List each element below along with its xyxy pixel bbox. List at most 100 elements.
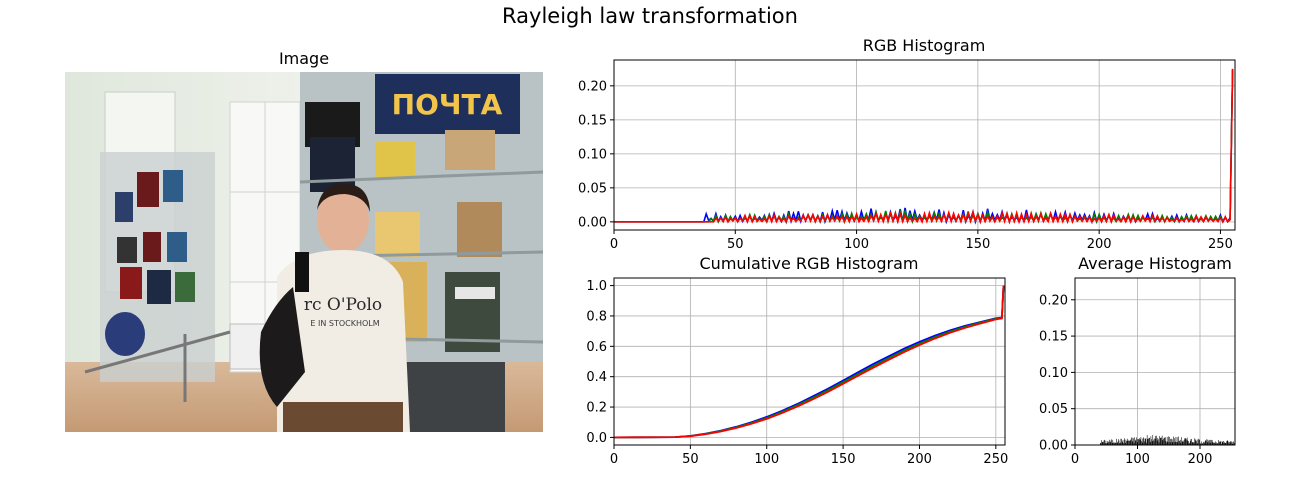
- average-bar: [1212, 442, 1214, 445]
- average-bar: [1181, 441, 1183, 445]
- average-bar: [1176, 437, 1178, 445]
- average-bar: [1208, 442, 1210, 445]
- cumulative-ticks: 0 50 100 150 200 250 0.0 0.2 0.4 0.6 0.8 1.0: [586, 279, 1008, 467]
- average-bar: [1161, 435, 1163, 445]
- rgb-histogram-title: RGB Histogram: [863, 36, 986, 55]
- average-bar: [1116, 442, 1118, 445]
- average-bar: [1156, 435, 1157, 445]
- average-bar: [1151, 439, 1152, 445]
- average-bar: [1154, 438, 1155, 445]
- average-bar: [1111, 443, 1113, 445]
- average-bar: [1163, 439, 1164, 445]
- average-bar: [1188, 442, 1190, 445]
- rgb-series-lines: [614, 68, 1234, 225]
- average-bar: [1229, 441, 1230, 445]
- average-bar: [1135, 439, 1137, 445]
- average-bar: [1225, 442, 1227, 445]
- rgb-xtick-label: 100: [844, 237, 869, 252]
- average-bar: [1213, 443, 1215, 445]
- average-bar: [1170, 442, 1172, 445]
- average-bar: [1107, 441, 1109, 445]
- average-bar: [1201, 441, 1202, 445]
- average-bar: [1193, 442, 1194, 445]
- average-bar: [1138, 439, 1140, 445]
- photo-scene: ПОЧТА rc O'Polo E IN STOCKHOLM: [65, 72, 543, 432]
- average-bar: [1182, 440, 1184, 445]
- average-bar: [1203, 441, 1205, 445]
- cum-ytick-label: 0.2: [586, 401, 607, 416]
- average-bar: [1207, 439, 1209, 445]
- average-bar: [1189, 443, 1190, 445]
- average-bar: [1126, 440, 1128, 445]
- avg-ytick-label: 0.10: [1039, 366, 1068, 381]
- avg-xtick-label: 200: [1188, 452, 1213, 467]
- average-bar: [1193, 442, 1195, 445]
- average-bar: [1222, 441, 1224, 445]
- average-bar: [1209, 439, 1210, 445]
- rgb-xtick-label: 0: [610, 237, 618, 252]
- average-bar: [1201, 443, 1203, 445]
- average-bar: [1160, 438, 1162, 445]
- rgb-series-blue: [614, 69, 1234, 225]
- average-bar: [1184, 438, 1185, 445]
- average-bar: [1103, 440, 1105, 445]
- average-bar: [1165, 437, 1166, 445]
- average-bar: [1186, 437, 1188, 445]
- average-bar: [1164, 437, 1165, 445]
- average-bar: [1106, 442, 1108, 445]
- average-bar: [1178, 436, 1179, 445]
- average-bar: [1215, 443, 1217, 445]
- average-bar: [1223, 442, 1225, 445]
- average-bar: [1101, 441, 1103, 445]
- average-bar: [1157, 437, 1159, 445]
- average-bar: [1127, 438, 1129, 445]
- average-bar: [1175, 441, 1176, 445]
- average-bar: [1170, 438, 1171, 445]
- cum-xtick-label: 150: [831, 452, 856, 467]
- average-bar: [1150, 436, 1152, 445]
- average-bar: [1196, 439, 1198, 445]
- average-bar: [1192, 442, 1194, 445]
- average-bar: [1168, 442, 1170, 445]
- average-bar: [1106, 443, 1107, 445]
- average-bar: [1110, 440, 1112, 445]
- average-bar: [1101, 440, 1102, 445]
- average-bar: [1199, 439, 1200, 445]
- average-bar: [1215, 441, 1216, 445]
- avg-xtick-label: 100: [1125, 452, 1150, 467]
- average-bar: [1219, 441, 1220, 445]
- average-bar: [1171, 438, 1172, 445]
- average-bar: [1161, 437, 1162, 445]
- average-bar: [1128, 440, 1129, 445]
- average-bar: [1211, 439, 1213, 445]
- average-bar: [1196, 441, 1197, 445]
- average-bar: [1226, 441, 1227, 445]
- average-bar: [1155, 435, 1156, 445]
- average-bar: [1216, 443, 1218, 445]
- average-bar: [1123, 443, 1124, 445]
- average-bar: [1230, 441, 1231, 445]
- average-grid: [1074, 278, 1235, 446]
- average-bar: [1118, 439, 1119, 445]
- average-bar: [1216, 442, 1217, 445]
- pochta-sign: [375, 74, 520, 134]
- average-bar: [1220, 440, 1222, 445]
- cumulative-series-blue: [613, 285, 1005, 439]
- average-bar: [1179, 440, 1180, 445]
- person: rc O'Polo E IN STOCKHOLM: [259, 183, 410, 432]
- average-bar: [1213, 442, 1214, 445]
- average-bar: [1140, 436, 1142, 445]
- average-bar: [1124, 438, 1125, 445]
- average-bar: [1112, 439, 1114, 445]
- average-bar: [1230, 442, 1232, 445]
- average-bar: [1102, 442, 1104, 445]
- average-bar: [1175, 436, 1177, 445]
- average-bar: [1169, 436, 1170, 445]
- average-bar: [1130, 440, 1131, 445]
- average-bar: [1132, 441, 1134, 445]
- avg-ytick-label: 0.00: [1039, 439, 1068, 454]
- rgb-xtick-label: 150: [965, 237, 990, 252]
- average-bar: [1202, 443, 1204, 445]
- average-bar: [1152, 434, 1154, 445]
- cum-ytick-label: 0.4: [586, 370, 607, 385]
